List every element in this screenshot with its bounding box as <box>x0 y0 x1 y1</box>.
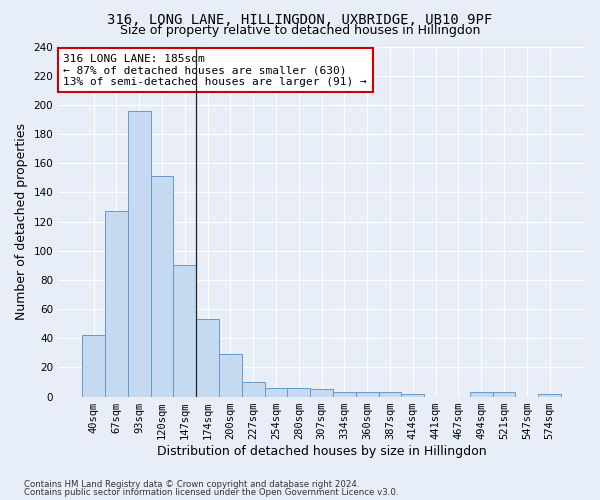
Bar <box>82 336 105 396</box>
Bar <box>538 394 561 396</box>
Text: Size of property relative to detached houses in Hillingdon: Size of property relative to detached ho… <box>120 24 480 37</box>
Bar <box>356 392 379 396</box>
Bar <box>493 392 515 396</box>
Bar <box>105 212 128 396</box>
Bar <box>310 390 333 396</box>
Bar <box>196 320 219 396</box>
Bar <box>401 394 424 396</box>
Bar <box>242 382 265 396</box>
Bar <box>470 392 493 396</box>
Bar <box>379 392 401 396</box>
X-axis label: Distribution of detached houses by size in Hillingdon: Distribution of detached houses by size … <box>157 444 487 458</box>
Bar <box>173 266 196 396</box>
Bar <box>151 176 173 396</box>
Y-axis label: Number of detached properties: Number of detached properties <box>15 123 28 320</box>
Text: 316 LONG LANE: 185sqm
← 87% of detached houses are smaller (630)
13% of semi-det: 316 LONG LANE: 185sqm ← 87% of detached … <box>64 54 367 86</box>
Bar <box>287 388 310 396</box>
Bar <box>265 388 287 396</box>
Bar <box>219 354 242 397</box>
Text: 316, LONG LANE, HILLINGDON, UXBRIDGE, UB10 9PF: 316, LONG LANE, HILLINGDON, UXBRIDGE, UB… <box>107 12 493 26</box>
Bar <box>128 110 151 397</box>
Bar <box>333 392 356 396</box>
Text: Contains public sector information licensed under the Open Government Licence v3: Contains public sector information licen… <box>24 488 398 497</box>
Text: Contains HM Land Registry data © Crown copyright and database right 2024.: Contains HM Land Registry data © Crown c… <box>24 480 359 489</box>
